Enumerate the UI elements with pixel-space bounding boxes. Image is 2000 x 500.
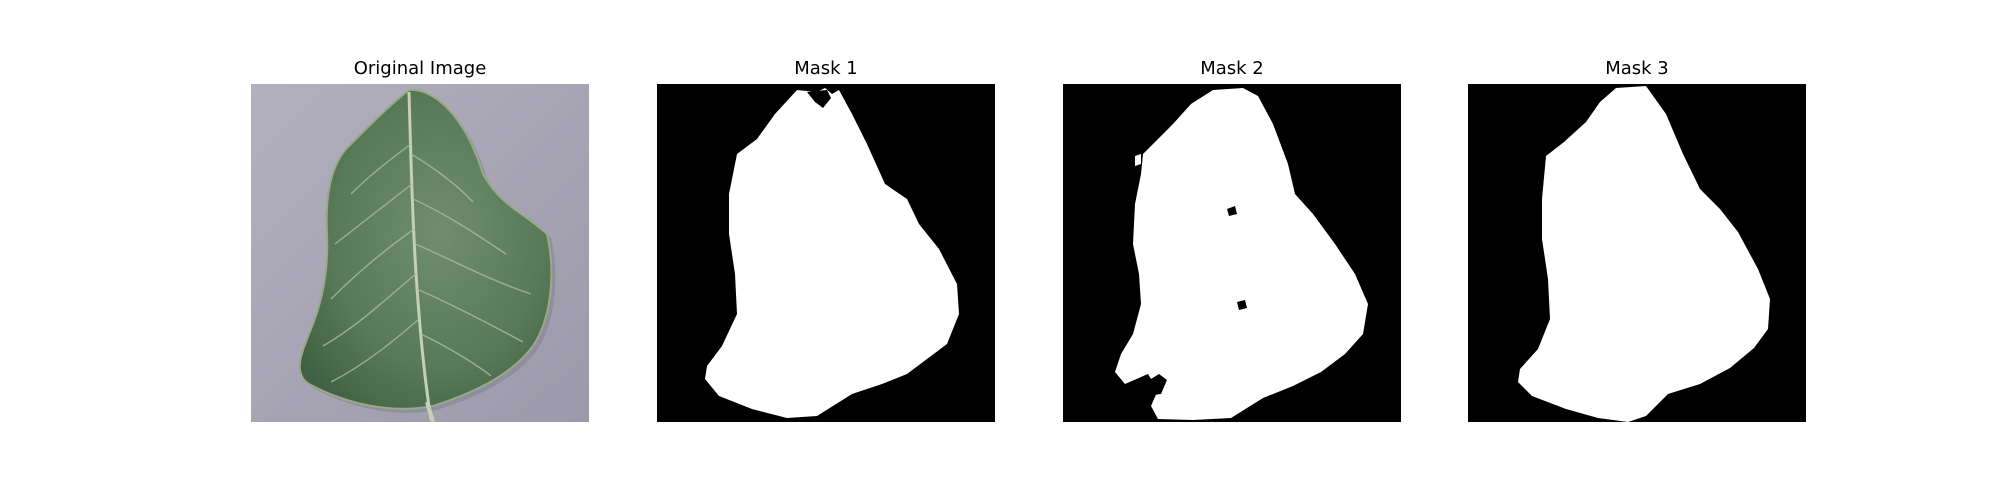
mask-3-foreground	[1518, 86, 1770, 422]
mask-3-image	[1468, 84, 1806, 422]
panel-original-image: Original Image	[251, 0, 589, 500]
panel-mask-1: Mask 1	[657, 0, 995, 500]
mask-2-image	[1063, 84, 1401, 422]
mask-1-image	[657, 84, 995, 422]
panel-mask-2: Mask 2	[1063, 0, 1401, 500]
leaf-shape	[298, 88, 553, 410]
panel-mask-3: Mask 3	[1468, 0, 1806, 500]
panel-title: Original Image	[353, 58, 487, 79]
mask-1-foreground	[705, 88, 959, 418]
panel-title: Mask 2	[1200, 58, 1264, 79]
panel-title: Mask 1	[794, 58, 858, 79]
original-leaf-photo	[251, 84, 589, 422]
panel-title: Mask 3	[1605, 58, 1669, 79]
mask-2-foreground	[1115, 88, 1368, 420]
